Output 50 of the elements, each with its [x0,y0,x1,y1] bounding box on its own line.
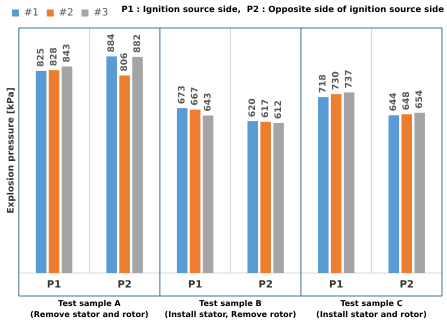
text: P1 : Ignition source side, P2 : Opposite side of ignition source side [121,5,444,16]
data-label: 612 [274,100,284,120]
data-label: 617 [261,99,272,118]
bar [48,70,60,273]
data-label: 843 [62,44,72,62]
data-label: 730 [332,71,342,90]
x-tick-label: P2 [400,280,414,291]
text: Test sample A (Remove stator and rotor) [30,299,149,320]
data-label: 673 [178,85,188,104]
legend-label: #1 [24,8,39,19]
x-tick-label: P2 [117,280,132,291]
legend-label: #2 [58,8,74,19]
data-label: 806 [120,52,130,72]
bar [273,123,284,273]
data-label: 654 [415,90,426,109]
data-label: 648 [402,91,412,110]
x-tick-label: P1 [188,280,202,291]
bar [260,122,271,273]
x-tick-label: P1 [46,280,62,291]
data-label: 737 [344,70,354,88]
data-label: 718 [318,74,329,94]
bar [202,115,214,273]
data-label: 644 [389,92,400,112]
bar [176,108,188,273]
bar [190,110,200,273]
data-label: 825 [36,48,46,67]
x-tick-label: P2 [258,280,273,291]
bar [388,115,400,273]
bar [414,112,425,273]
bar [132,56,143,273]
bar [318,97,329,273]
data-label: 882 [132,34,143,53]
bar [62,66,72,273]
data-label: 643 [203,92,214,112]
bar [119,76,130,273]
legend-label: #3 [93,8,108,19]
text: Test sample C (Install stator and rotor) [316,299,427,320]
bar [401,114,412,273]
x-tick-label: P1 [329,280,344,291]
bar [36,70,46,273]
y-axis-title: Explosion pressure [kPa] [6,87,17,214]
bar [344,92,354,273]
data-label: 828 [49,47,60,66]
bar [330,94,342,273]
text: Test sample B (Install stator, Remove rotor) [164,299,296,320]
bar [247,121,258,273]
data-label: 667 [190,86,200,106]
data-label: 620 [248,98,258,118]
data-label: 884 [107,34,118,52]
bar [106,56,117,273]
